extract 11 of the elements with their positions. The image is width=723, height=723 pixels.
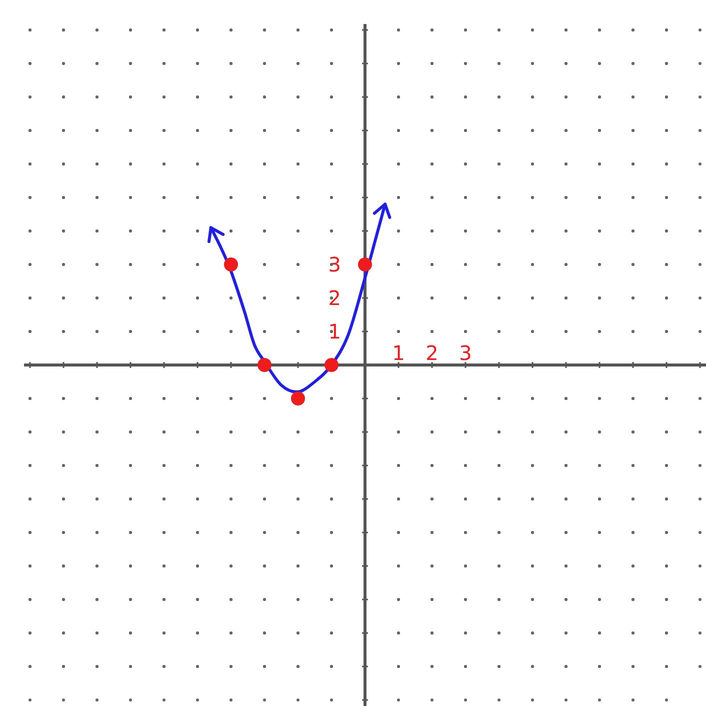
point <box>291 392 305 406</box>
point <box>258 358 272 372</box>
x-tick-label: 3 <box>459 341 472 365</box>
y-tick-label: 1 <box>328 320 341 344</box>
x-tick-label: 1 <box>392 341 405 365</box>
point <box>324 358 338 372</box>
y-tick-label: 2 <box>328 286 341 310</box>
point <box>224 258 238 272</box>
y-tick-label: 3 <box>328 252 341 276</box>
point <box>358 258 372 272</box>
x-tick-label: 2 <box>426 341 438 365</box>
